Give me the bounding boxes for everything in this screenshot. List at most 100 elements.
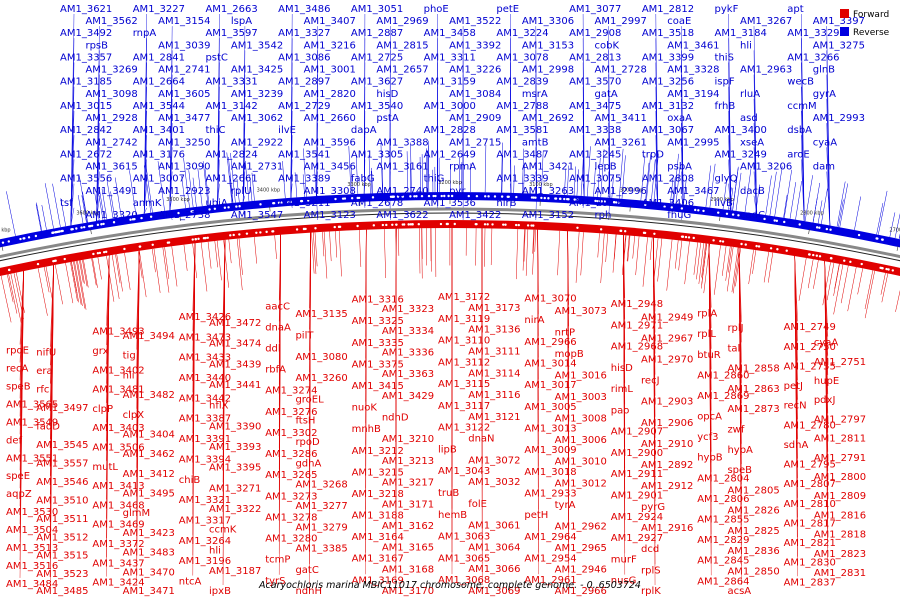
forward-gene-label: AM1_2818 <box>814 530 866 541</box>
feature-gap <box>371 196 375 199</box>
reverse-gene-label: AM1_2922 <box>231 137 283 148</box>
feature-gap <box>818 255 822 258</box>
reverse-gene-label: AM1_3305 <box>351 149 403 160</box>
reverse-feature-tick <box>670 178 674 204</box>
reverse-gene-label: AM1_3211 <box>278 198 330 209</box>
reverse-gene-label: rnpA <box>133 28 157 39</box>
forward-feature-tick <box>45 266 54 302</box>
forward-feature-tick <box>10 273 22 323</box>
feature-gap <box>554 197 558 200</box>
feature-gap <box>177 211 180 215</box>
feature-gap <box>880 238 884 241</box>
gene-leader-line <box>535 171 537 194</box>
forward-gene-label: AM1_2795 <box>784 460 836 471</box>
feature-gap <box>432 194 435 198</box>
reverse-feature-tick <box>94 193 100 221</box>
forward-feature-tick <box>847 267 857 312</box>
reverse-gene-label: AM1_3621 <box>60 4 112 15</box>
forward-feature-tick <box>111 254 120 299</box>
forward-gene-label: AM1_3336 <box>382 347 434 358</box>
forward-gene-label: AM1_3064 <box>468 542 520 553</box>
reverse-gene-label: AM1_2908 <box>569 28 621 39</box>
feature-gap <box>565 197 569 201</box>
forward-gene-label: glmM <box>123 508 151 519</box>
forward-gene-label: AM1_3276 <box>265 407 317 418</box>
reverse-gene-label: AM1_3400 <box>715 125 767 136</box>
forward-gene-label: tig <box>123 351 136 362</box>
feature-gap <box>744 243 747 246</box>
forward-gene-label: AM1_2910 <box>641 439 693 450</box>
forward-feature-tick <box>752 250 757 274</box>
feature-gap <box>769 247 773 250</box>
feature-gap <box>776 248 779 251</box>
forward-feature-tick <box>238 238 243 275</box>
forward-gene-label: AM1_2906 <box>641 418 693 429</box>
reverse-gene-label: AM1_3492 <box>60 28 112 39</box>
forward-feature-tick <box>701 243 708 289</box>
feature-gap <box>547 197 550 200</box>
reverse-feature-tick <box>410 142 412 193</box>
forward-gene-label: AM1_3497 <box>36 403 88 414</box>
feature-gap <box>1 241 5 244</box>
forward-feature-tick <box>826 262 835 301</box>
reverse-feature-tick <box>157 161 165 211</box>
feature-gap <box>92 252 95 256</box>
forward-feature-tick <box>236 238 243 291</box>
reverse-gene-label: pstA <box>376 113 398 124</box>
forward-gene-label: ndhH <box>295 586 322 597</box>
forward-gene-label: AM1_2966 <box>555 586 607 597</box>
feature-gap <box>131 218 135 221</box>
forward-gene-label: AM1_3264 <box>179 536 231 547</box>
forward-gene-label: AM1_2836 <box>727 546 779 557</box>
reverse-gene-label: cadC <box>740 210 765 221</box>
reverse-gene-label: AM1_3077 <box>569 4 621 15</box>
reverse-gene-label: AM1_2998 <box>522 65 574 76</box>
reverse-gene-label: AM1_3487 <box>496 149 548 160</box>
forward-gene-label: AM1_3043 <box>438 466 490 477</box>
forward-feature-tick <box>79 260 84 283</box>
reverse-gene-label: AM1_3267 <box>740 16 792 27</box>
reverse-feature-tick <box>144 165 152 213</box>
forward-gene-label: AM1_3404 <box>123 429 175 440</box>
reverse-gene-label: AM1_2663 <box>205 4 257 15</box>
forward-gene-label: truB <box>438 488 459 499</box>
scale-ticks: 3700 kbp 3600 kbp 3500 kbp 3400 kbp 3300 kbp… <box>0 180 900 251</box>
feature-gap <box>439 222 443 226</box>
gene-leader-line <box>608 195 611 199</box>
feature-gap <box>825 227 829 231</box>
reverse-feature-tick <box>302 174 305 197</box>
forward-gene-label: tyrS <box>265 576 285 587</box>
forward-gene-label: AM1_2750 <box>784 342 836 353</box>
forward-feature-tick <box>254 236 257 264</box>
forward-feature-tick <box>726 246 734 292</box>
forward-gene-label: AM1_2948 <box>611 299 663 310</box>
forward-feature-tick <box>597 233 600 258</box>
feature-gap <box>687 236 691 239</box>
forward-gene-label: AM1_3170 <box>382 586 434 597</box>
forward-feature-tick <box>701 243 706 278</box>
forward-gene-label: opcA <box>697 412 722 423</box>
reverse-feature-tick <box>484 144 487 193</box>
feature-gap <box>71 227 74 231</box>
gene-leader-line <box>96 171 100 222</box>
forward-feature-tick <box>600 233 605 284</box>
reverse-gene-label: dsbA <box>787 125 812 136</box>
reverse-gene-label: AM1_3239 <box>231 89 283 100</box>
feature-gap <box>27 236 31 239</box>
feature-gap <box>395 223 398 226</box>
forward-gene-label: AM1_3187 <box>209 566 261 577</box>
forward-gene-label: AM1_2810 <box>784 499 836 510</box>
forward-gene-label: AM1_3065 <box>438 553 490 564</box>
forward-gene-label: AM1_3372 <box>92 539 144 550</box>
forward-gene-label: dnaN <box>468 434 494 445</box>
reverse-gene-label: AM1_2664 <box>133 77 185 88</box>
forward-gene-label: AM1_3277 <box>295 501 347 512</box>
forward-gene-label: AM1_3415 <box>352 381 404 392</box>
forward-gene-label: nifU <box>36 348 56 359</box>
gene-leader-line <box>510 183 512 193</box>
gene-leader-line <box>19 271 24 578</box>
feature-gap <box>740 242 743 246</box>
forward-feature-tick <box>338 230 342 277</box>
feature-gap <box>493 195 497 198</box>
reverse-feature-tick <box>597 157 601 198</box>
